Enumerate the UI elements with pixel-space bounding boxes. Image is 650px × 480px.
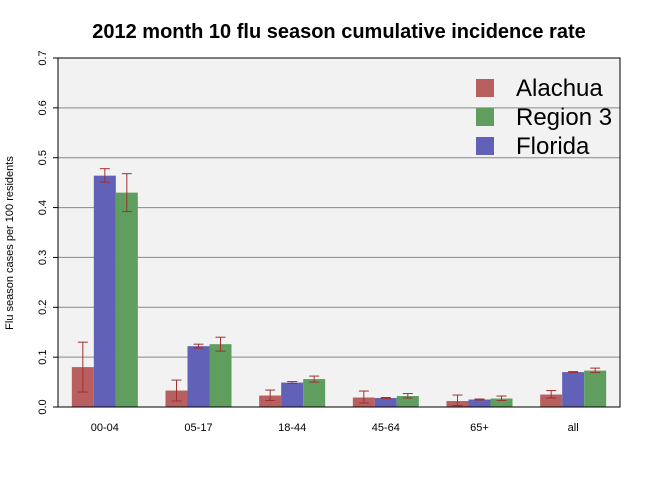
bar-region-3-65+ — [490, 398, 513, 407]
bar-florida-00-04 — [93, 175, 116, 407]
bar-florida-05-17 — [187, 346, 210, 407]
y-tick-label: 0.1 — [37, 349, 49, 364]
y-tick-label: 0.4 — [37, 200, 49, 215]
legend-swatch-region-3 — [476, 108, 494, 126]
bar-region-3-00-04 — [115, 192, 138, 407]
y-axis-label: Flu season cases per 100 residents — [4, 156, 16, 330]
bar-region-3-45-64 — [396, 396, 419, 407]
x-tick-label: all — [568, 422, 579, 434]
y-tick-label: 0.2 — [37, 300, 49, 315]
bar-region-3-05-17 — [209, 344, 232, 407]
bar-alachua-18-44 — [259, 395, 282, 407]
x-tick-label: 65+ — [470, 422, 489, 434]
y-tick-label: 0.6 — [37, 100, 49, 115]
bar-florida-18-44 — [281, 382, 304, 407]
bar-region-3-all — [584, 370, 607, 407]
plot-panel-border — [57, 57, 621, 408]
x-tick-label: 05-17 — [184, 422, 212, 434]
legend-label-florida: Florida — [516, 133, 590, 160]
x-tick-label: 00-04 — [91, 422, 119, 434]
y-tick-label: 0.5 — [37, 150, 49, 165]
y-tick-label: 0.0 — [37, 399, 49, 414]
chart-title: 2012 month 10 flu season cumulative inci… — [92, 21, 586, 43]
y-tick-label: 0.7 — [37, 50, 49, 65]
bar-florida-all — [562, 372, 585, 407]
bar-alachua-all — [540, 394, 563, 407]
bar-region-3-18-44 — [303, 379, 326, 407]
bar-florida-65+ — [468, 399, 491, 407]
legend-label-alachua: Alachua — [516, 75, 603, 102]
x-tick-label: 45-64 — [372, 422, 400, 434]
y-tick-label: 0.3 — [37, 250, 49, 265]
plot-panel-background — [58, 58, 620, 407]
x-tick-label: 18-44 — [278, 422, 306, 434]
bar-florida-45-64 — [374, 398, 397, 407]
legend-swatch-florida — [476, 137, 494, 155]
legend-label-region-3: Region 3 — [516, 104, 612, 131]
plot-area: 0.0 0.1 0.2 0.3 0.4 0.5 0.6 0.7 00-04 05-17 18-44 4… — [37, 50, 621, 434]
legend-swatch-alachua — [476, 79, 494, 97]
